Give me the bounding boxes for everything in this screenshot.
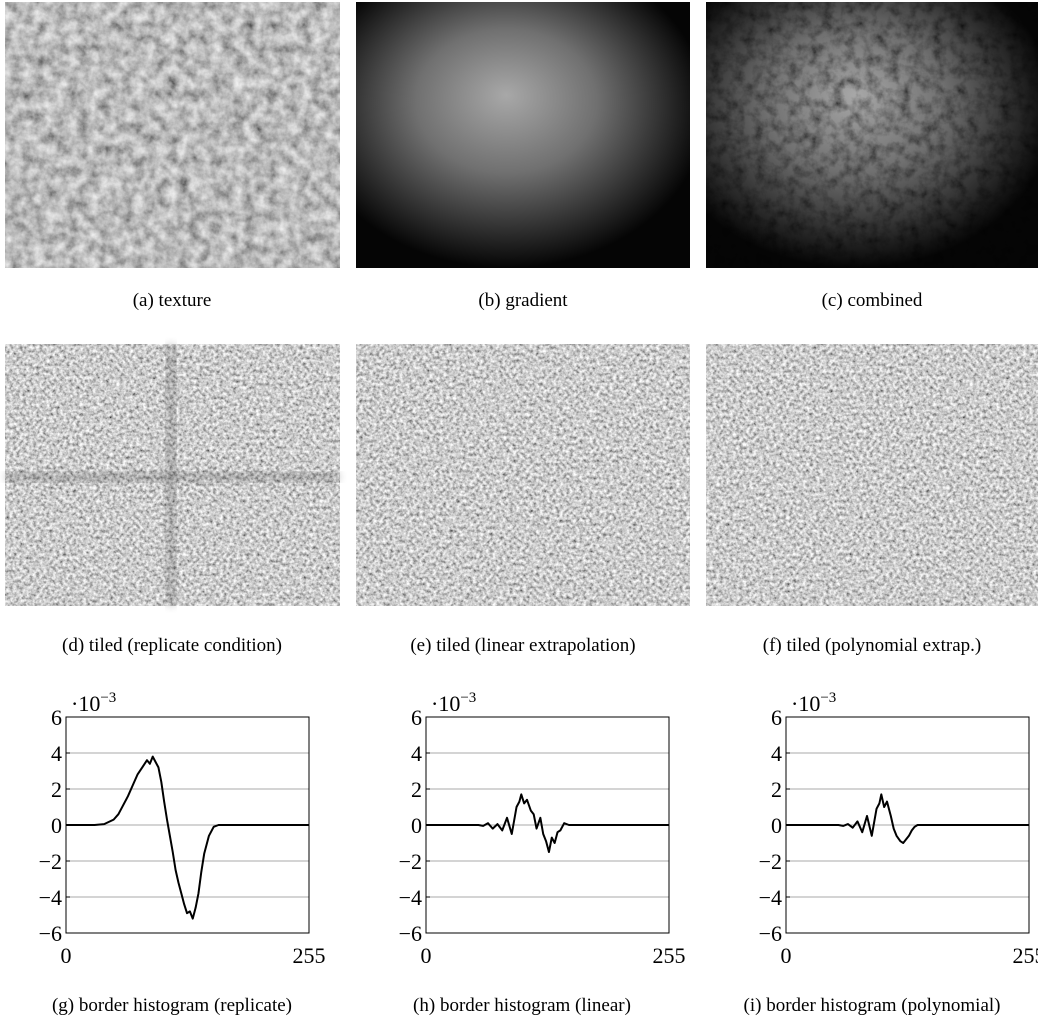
y-tick-label: −6	[399, 921, 422, 946]
scale-label: ·10−3	[791, 690, 836, 716]
scale-label: ·10−3	[71, 690, 116, 716]
caption: (f) tiled (polynomial extrap.)	[763, 635, 981, 656]
scale-exponent: −3	[820, 690, 836, 706]
y-tick-label: 6	[411, 705, 422, 730]
y-tick-label: 0	[411, 813, 422, 838]
plot-frame	[785, 716, 1030, 934]
x-tick-label: 255	[293, 943, 326, 968]
combined-image	[706, 2, 1038, 268]
y-tick-label: 0	[771, 813, 782, 838]
y-tick-label: 4	[51, 741, 62, 766]
y-tick-label: −6	[39, 921, 62, 946]
y-tick-label: −4	[759, 885, 782, 910]
scale-base: ·10	[71, 691, 100, 716]
y-tick-label: 0	[51, 813, 62, 838]
x-tick-label: 0	[421, 943, 432, 968]
caption: (b) gradient	[478, 290, 568, 311]
y-tick-label: −6	[759, 921, 782, 946]
gradient-image	[356, 2, 690, 268]
x-tick-label: 0	[781, 943, 792, 968]
tiled-replicate-image	[5, 344, 340, 606]
y-tick-label: 4	[411, 741, 422, 766]
y-tick-label: −2	[399, 849, 422, 874]
y-tick-label: 6	[771, 705, 782, 730]
caption: (i) border histogram (polynomial)	[744, 995, 1001, 1016]
caption: (g) border histogram (replicate)	[52, 995, 292, 1016]
scale-base: ·10	[431, 691, 460, 716]
x-tick-label: 255	[653, 943, 686, 968]
scale-exponent: −3	[460, 690, 476, 706]
scale-exponent: −3	[100, 690, 116, 706]
y-tick-label: 2	[771, 777, 782, 802]
caption: (d) tiled (replicate condition)	[62, 635, 282, 656]
y-tick-label: 6	[51, 705, 62, 730]
y-tick-label: 4	[771, 741, 782, 766]
tiled-polynomial-image	[706, 344, 1038, 606]
data-line	[426, 793, 669, 853]
plot-frame	[425, 716, 670, 934]
tiled-linear-image	[356, 344, 690, 606]
caption: (a) texture	[133, 290, 212, 311]
plot-frame	[65, 716, 310, 934]
caption: (c) combined	[822, 290, 923, 311]
combined-gradient	[706, 2, 1038, 268]
y-tick-label: −2	[759, 849, 782, 874]
x-tick-label: 255	[1013, 943, 1038, 968]
data-line	[66, 755, 309, 920]
seam	[5, 472, 340, 482]
data-line	[786, 793, 1029, 844]
y-tick-label: −4	[39, 885, 62, 910]
y-tick-label: −2	[39, 849, 62, 874]
caption: (h) border histogram (linear)	[413, 995, 631, 1016]
scale-label: ·10−3	[431, 690, 476, 716]
y-tick-label: 2	[411, 777, 422, 802]
y-tick-label: 2	[51, 777, 62, 802]
x-tick-label: 0	[61, 943, 72, 968]
scale-base: ·10	[791, 691, 820, 716]
texture-image	[5, 2, 340, 268]
y-tick-label: −4	[399, 885, 422, 910]
caption: (e) tiled (linear extrapolation)	[410, 635, 635, 656]
